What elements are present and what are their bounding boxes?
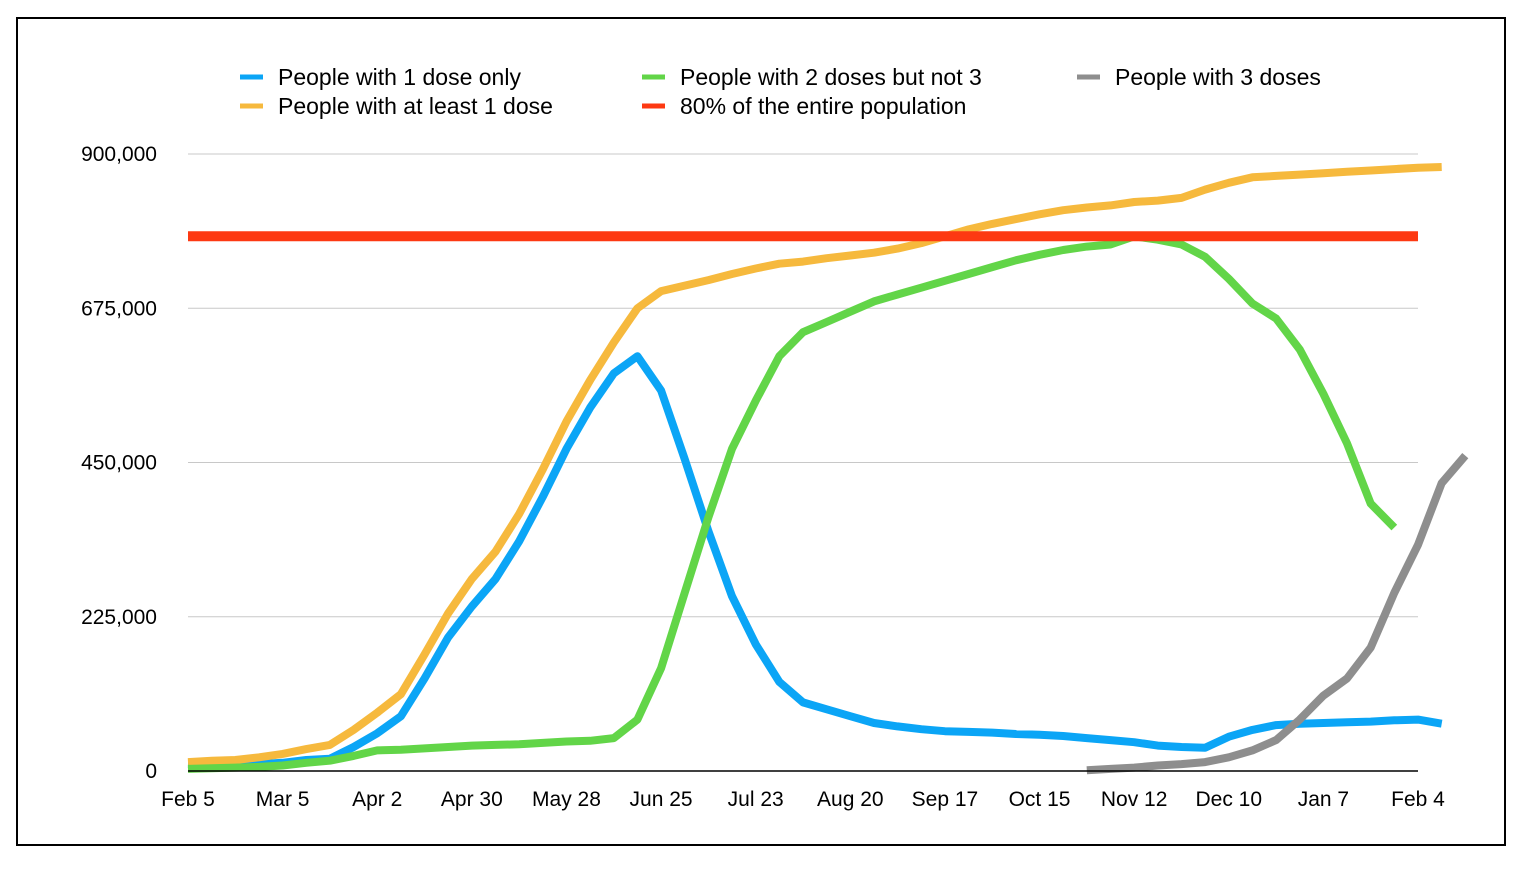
x-tick-label: Feb 5 — [161, 788, 215, 811]
series-line-people-with-at-least-1-dose — [187, 163, 1442, 767]
x-tick-label: Sep 17 — [912, 788, 979, 811]
series-line-people-with-3-doses — [1086, 452, 1469, 775]
series-line-people-with-1-dose-only — [187, 352, 1443, 770]
x-tick-label: Aug 20 — [817, 788, 884, 811]
axis-layer: 0 225,000 450,000 675,000 900,000 Feb 5 Mar 5 A… — [81, 143, 1445, 811]
x-tick-label: Apr 30 — [441, 788, 503, 811]
legend: People with 1 dose only People with 2 dos… — [240, 64, 1321, 119]
y-tick-label: 450,000 — [81, 452, 157, 475]
x-tick-label: Jun 25 — [630, 788, 693, 811]
y-tick-label: 0 — [145, 760, 157, 783]
y-tick-label: 900,000 — [81, 143, 157, 166]
x-tick-label: Oct 15 — [1009, 788, 1071, 811]
x-tick-label: Mar 5 — [256, 788, 310, 811]
x-tick-label: Jul 23 — [728, 788, 784, 811]
x-tick-label: Nov 12 — [1101, 788, 1168, 811]
chart-frame — [16, 17, 1506, 846]
legend-label: People with at least 1 dose — [278, 93, 553, 119]
series-line-people-with-2-doses-but-not-3 — [187, 232, 1398, 773]
grid-layer — [188, 153, 1418, 618]
legend-label: People with 3 doses — [1115, 64, 1321, 90]
x-tick-label: Jan 7 — [1298, 788, 1349, 811]
y-tick-label: 225,000 — [81, 606, 157, 629]
x-tick-label: Apr 2 — [352, 788, 402, 811]
y-tick-label: 675,000 — [81, 297, 157, 320]
x-tick-label: Feb 4 — [1391, 788, 1445, 811]
legend-label: People with 1 dose only — [278, 64, 521, 90]
x-tick-label: May 28 — [532, 788, 601, 811]
x-tick-label: Dec 10 — [1195, 788, 1262, 811]
series-layer — [187, 163, 1469, 775]
legend-label: 80% of the entire population — [680, 93, 966, 119]
legend-label: People with 2 doses but not 3 — [680, 64, 982, 90]
